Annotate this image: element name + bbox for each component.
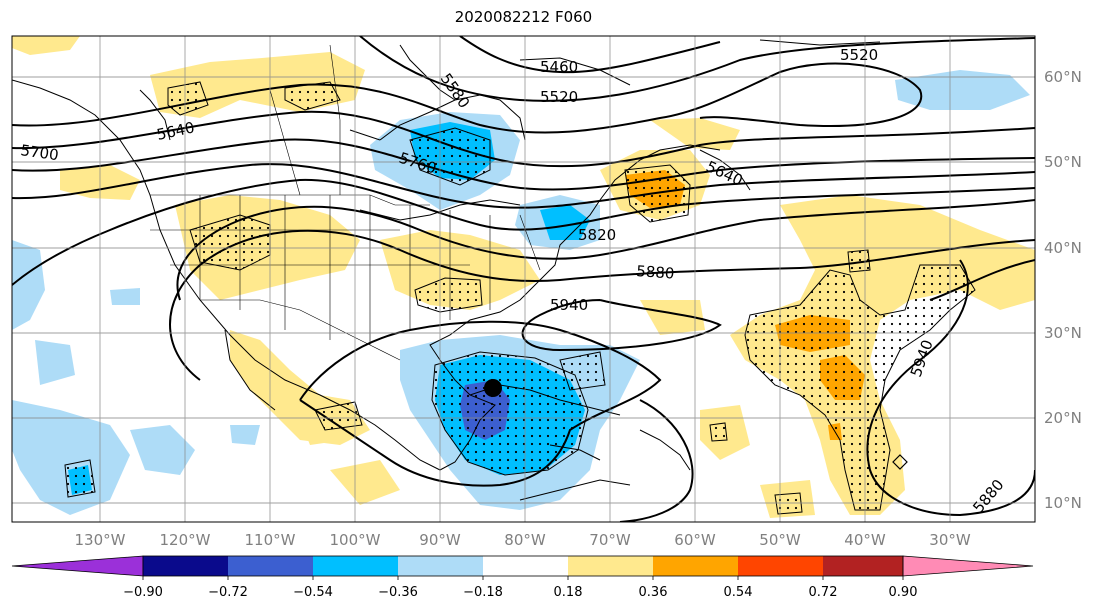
lon-label: 100°W [330, 531, 381, 549]
lat-label: 10°N [1044, 494, 1082, 512]
colorbar-tick: 0.90 [889, 585, 918, 600]
lon-label: 70°W [589, 531, 631, 549]
map-frame [11, 35, 1036, 523]
longitude-labels: 130°W 120°W 110°W 100°W 90°W 80°W 70°W 6… [75, 531, 971, 549]
lon-label: 90°W [419, 531, 461, 549]
lat-label: 60°N [1044, 68, 1082, 86]
contour-label: 5460 [540, 58, 578, 76]
colorbar-segment [738, 556, 823, 576]
graticule [12, 36, 1035, 522]
colorbar-tick: 0.54 [724, 585, 753, 600]
lon-label: 50°W [759, 531, 801, 549]
colorbar-tick: 0.36 [639, 585, 668, 600]
colorbar-segment [568, 556, 653, 576]
lon-label: 40°W [844, 531, 886, 549]
contour-label: 5880 [636, 262, 675, 283]
colorbar-segment [483, 556, 568, 576]
lon-label: 120°W [160, 531, 211, 549]
colorbar-right-arrow [902, 555, 1034, 577]
lat-label: 30°N [1044, 324, 1082, 342]
contour-label: 5520 [540, 88, 578, 106]
colorbar-tick: −0.36 [378, 585, 418, 600]
lon-label: 80°W [504, 531, 546, 549]
storm-center-marker [484, 379, 502, 397]
latitude-labels: 60°N 50°N 40°N 30°N 20°N 10°N [1044, 68, 1082, 512]
chart-title: 2020082212 F060 [454, 8, 593, 26]
lon-label: 110°W [245, 531, 296, 549]
lat-label: 40°N [1044, 239, 1082, 257]
colorbar-left-arrow [11, 555, 144, 577]
contour-label: 5820 [578, 226, 616, 244]
colorbar-segment [313, 556, 398, 576]
colorbar-segment [398, 556, 483, 576]
colorbar-tick: −0.72 [208, 585, 248, 600]
colorbar-tick: −0.90 [123, 585, 163, 600]
colorbar-segment [143, 556, 228, 576]
lon-label: 60°W [674, 531, 716, 549]
lat-label: 50°N [1044, 153, 1082, 171]
lon-label: 130°W [75, 531, 126, 549]
state-borders [150, 44, 541, 361]
colorbar-tick: −0.18 [463, 585, 503, 600]
lat-label: 20°N [1044, 409, 1082, 427]
lon-label: 30°W [929, 531, 971, 549]
colorbar-segment [653, 556, 738, 576]
contour-label: 5520 [840, 46, 878, 64]
colorbar-segment [228, 556, 313, 576]
colorbar-tick: 0.72 [809, 585, 838, 600]
colorbar-tick: −0.54 [293, 585, 333, 600]
colorbar: −0.90 −0.72 −0.54 −0.36 −0.18 0.18 0.36 … [11, 555, 1034, 600]
contour-label: 5700 [19, 141, 59, 164]
colorbar-tick: 0.18 [554, 585, 583, 600]
colorbar-segment [823, 556, 903, 576]
contour-label: 5940 [550, 296, 588, 314]
